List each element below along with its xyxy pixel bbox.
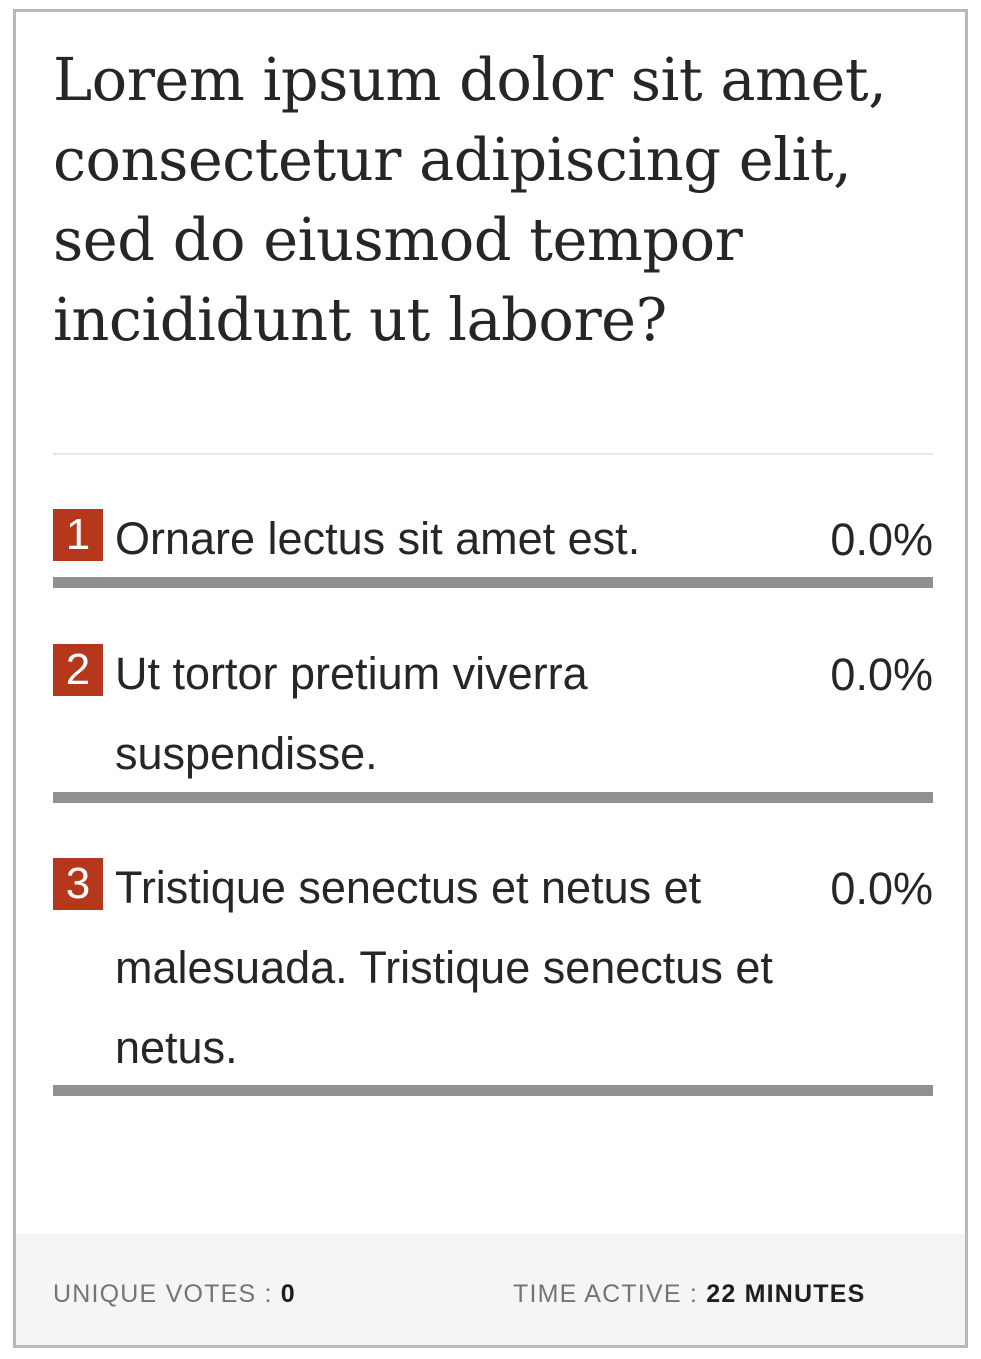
time-active-stat: TIME ACTIVE : 22 MINUTES — [513, 1280, 866, 1309]
unique-votes-value: 0 — [280, 1280, 296, 1308]
option-result-bar — [53, 577, 933, 588]
poll-question: Lorem ipsum dolor sit amet, consectetur … — [53, 45, 887, 354]
option-result-bar — [53, 1085, 933, 1096]
option-percent: 0.0% — [830, 514, 933, 565]
option-percent: 0.0% — [830, 649, 933, 700]
time-active-value: 22 MINUTES — [706, 1280, 866, 1308]
option-number-badge: 1 — [53, 509, 103, 561]
poll-footer: UNIQUE VOTES : 0 TIME ACTIVE : 22 MINUTE… — [16, 1234, 965, 1345]
unique-votes-stat: UNIQUE VOTES : 0 — [53, 1280, 296, 1309]
time-active-label: TIME ACTIVE : — [513, 1280, 699, 1308]
option-label: Ut tortor pretium viverra suspendisse. — [115, 648, 588, 779]
option-number-badge: 3 — [53, 858, 103, 910]
option-percent: 0.0% — [830, 863, 933, 914]
poll-card: Lorem ipsum dolor sit amet, consectetur … — [13, 9, 968, 1348]
option-result-bar — [53, 792, 933, 803]
question-divider — [53, 453, 933, 455]
option-number-badge: 2 — [53, 644, 103, 696]
unique-votes-label: UNIQUE VOTES : — [53, 1280, 273, 1308]
option-label: Ornare lectus sit amet est. — [115, 513, 641, 564]
option-label: Tristique senectus et netus et malesuada… — [115, 862, 773, 1073]
